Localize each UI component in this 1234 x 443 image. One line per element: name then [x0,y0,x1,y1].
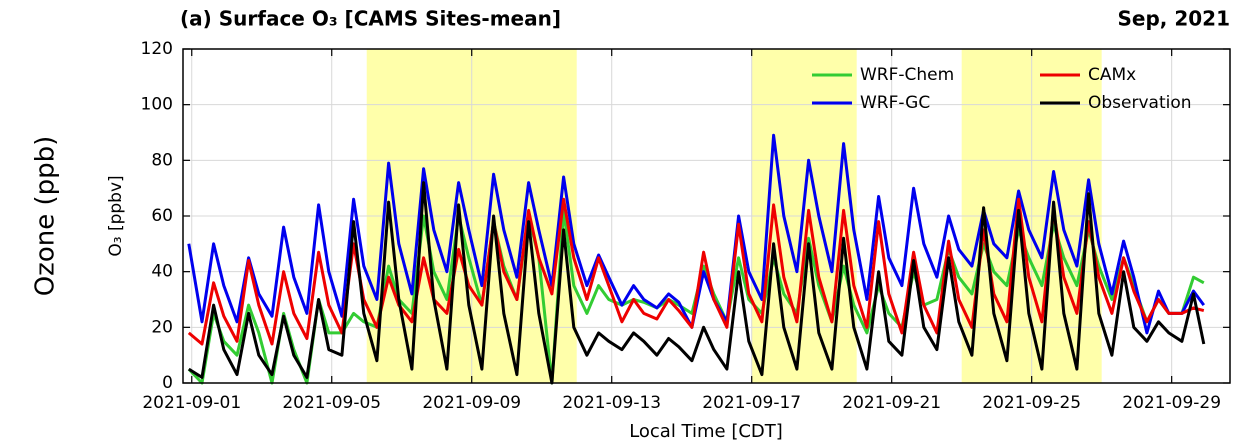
y-tick-label: 80 [151,150,173,170]
x-tick-label: 2021-09-29 [1122,393,1221,413]
y-tick-label: 0 [162,373,173,393]
series-line [188,181,1206,385]
y-tick-label: 40 [151,262,173,282]
x-tick-label: 2021-09-05 [282,393,381,413]
y-tick-label: 60 [151,206,173,226]
chart-title: (a) Surface O₃ [CAMS Sites-mean] [180,7,561,31]
y-tick-label: 120 [141,39,173,59]
x-axis-label: Local Time [CDT] [629,421,783,442]
x-tick-label: 2021-09-17 [702,393,801,413]
x-tick-label: 2021-09-13 [562,393,661,413]
legend-label: CAMx [1088,65,1136,85]
plot-frame [182,48,1231,384]
legend-label: WRF-Chem [860,65,954,85]
x-tick-label: 2021-09-21 [842,393,941,413]
x-tick-label: 2021-09-09 [422,393,521,413]
x-tick-label: 2021-09-01 [142,393,241,413]
side-label: Ozone (ppb) [31,136,61,297]
x-tick-label: 2021-09-25 [982,393,1081,413]
y-tick-label: 100 [141,95,173,115]
legend-label: WRF-GC [860,93,930,113]
y-axis-label: O₃ [ppbv] [106,175,126,256]
chart-subtitle: Sep, 2021 [1117,7,1230,31]
series-line [187,133,1206,335]
legend-label: Observation [1088,93,1192,113]
y-tick-label: 20 [151,317,173,337]
